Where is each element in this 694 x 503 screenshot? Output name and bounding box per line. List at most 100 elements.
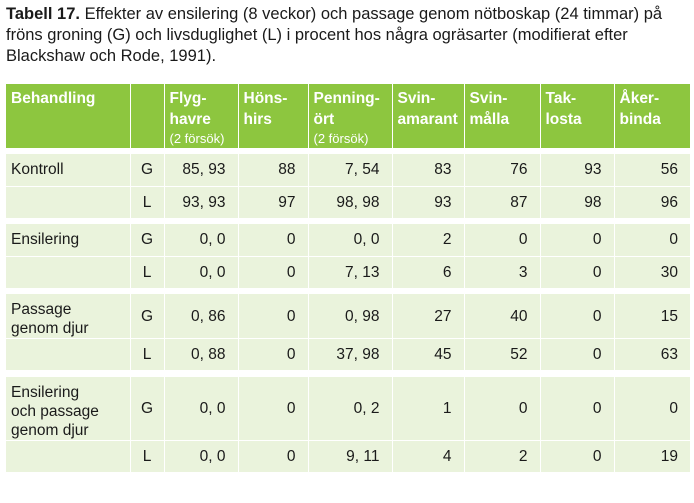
column-header: Svin- amarant: [391, 84, 464, 148]
value-cell: 9, 11: [307, 440, 392, 473]
value-cell: 56: [613, 154, 690, 187]
column-header: Tak- losta: [539, 84, 614, 148]
value-cell: 0: [237, 294, 308, 339]
value-cell: 1: [391, 376, 464, 441]
column-header-label: Behandling: [11, 90, 96, 107]
treatment-label: Passage genom djur: [11, 301, 89, 337]
treatment-cell: [6, 256, 130, 289]
value-cell: 0: [237, 376, 308, 441]
column-header-label: Svin- målla: [469, 90, 510, 128]
value-cell: 0, 86: [163, 294, 238, 339]
value-cell: 87: [463, 186, 540, 219]
value-cell: 0, 88: [163, 338, 238, 371]
value-cell: 76: [463, 154, 540, 187]
table-body: Kontroll G 85, 93 88 7, 54 83 76 93 56 L 93, 93 97 9…: [6, 148, 690, 473]
caption-text: Effekter av ensilering (8 veckor) och pa…: [6, 5, 663, 65]
value-cell: 98: [539, 186, 614, 219]
table-row: Passage genom djur G 0, 86 0 0, 98 27 40 0 15: [6, 294, 690, 339]
group-spacer: [6, 288, 690, 294]
value-cell: 27: [391, 294, 464, 339]
value-cell: 7, 54: [307, 154, 392, 187]
value-cell: 0: [237, 224, 308, 257]
value-cell: 63: [613, 338, 690, 371]
group-spacer: [6, 148, 690, 154]
measure-code: L: [129, 186, 164, 219]
column-header-label: Tak- losta: [545, 90, 582, 128]
treatment-cell: Ensilering och passage genom djur: [6, 376, 130, 441]
table-header: Behandling Flyg- havre (2 försök) Höns- hir…: [6, 84, 690, 148]
value-cell: 0, 2: [307, 376, 392, 441]
caption-label: Tabell 17.: [6, 5, 80, 23]
column-header-label: Svin- amarant: [397, 90, 458, 128]
measure-code: G: [129, 224, 164, 257]
value-cell: 93: [391, 186, 464, 219]
column-header: Svin- målla: [463, 84, 540, 148]
value-cell: 52: [463, 338, 540, 371]
value-cell: 0: [539, 338, 614, 371]
value-cell: 0, 0: [163, 224, 238, 257]
value-cell: 0: [539, 294, 614, 339]
value-cell: 93: [539, 154, 614, 187]
value-cell: 2: [463, 440, 540, 473]
value-cell: 98, 98: [307, 186, 392, 219]
measure-code: L: [129, 256, 164, 289]
treatment-label: Kontroll: [11, 161, 64, 178]
table-row: L 0, 88 0 37, 98 45 52 0 63: [6, 338, 690, 371]
column-header: Höns- hirs: [237, 84, 308, 148]
value-cell: 15: [613, 294, 690, 339]
column-header-label: Flyg- havre: [169, 90, 211, 128]
value-cell: 0, 0: [163, 376, 238, 441]
value-cell: 85, 93: [163, 154, 238, 187]
value-cell: 3: [463, 256, 540, 289]
value-cell: 83: [391, 154, 464, 187]
value-cell: 0: [613, 376, 690, 441]
table-caption: Tabell 17. Effekter av ensilering (8 vec…: [6, 4, 690, 67]
value-cell: 30: [613, 256, 690, 289]
measure-code: G: [129, 154, 164, 187]
column-header: Flyg- havre (2 försök): [163, 84, 238, 148]
table-row: L 0, 0 0 9, 11 4 2 0 19: [6, 440, 690, 473]
column-header: [129, 84, 164, 148]
value-cell: 88: [237, 154, 308, 187]
value-cell: 0, 0: [307, 224, 392, 257]
table-row: L 0, 0 0 7, 13 6 3 0 30: [6, 256, 690, 289]
value-cell: 0: [237, 440, 308, 473]
value-cell: 40: [463, 294, 540, 339]
treatment-label: Ensilering och passage genom djur: [11, 383, 99, 439]
treatment-cell: Ensilering: [6, 224, 130, 257]
measure-code: L: [129, 440, 164, 473]
data-table: Behandling Flyg- havre (2 försök) Höns- hir…: [6, 84, 690, 473]
value-cell: 0, 0: [163, 256, 238, 289]
value-cell: 0: [463, 224, 540, 257]
column-header-note: (2 försök): [169, 131, 225, 146]
column-header-label: Höns- hirs: [243, 90, 288, 128]
table-row: Kontroll G 85, 93 88 7, 54 83 76 93 56: [6, 154, 690, 187]
treatment-cell: Passage genom djur: [6, 294, 130, 339]
value-cell: 0, 98: [307, 294, 392, 339]
value-cell: 0: [539, 440, 614, 473]
table-row: L 93, 93 97 98, 98 93 87 98 96: [6, 186, 690, 219]
treatment-cell: [6, 440, 130, 473]
value-cell: 0: [463, 376, 540, 441]
value-cell: 0: [539, 224, 614, 257]
treatment-label: Ensilering: [11, 231, 80, 248]
treatment-cell: Kontroll: [6, 154, 130, 187]
value-cell: 97: [237, 186, 308, 219]
group-spacer: [6, 218, 690, 224]
column-header: Penning- ört (2 försök): [307, 84, 392, 148]
value-cell: 0: [613, 224, 690, 257]
treatment-cell: [6, 186, 130, 219]
column-header-label: Penning- ört: [313, 90, 380, 128]
column-header: Behandling: [6, 84, 130, 148]
column-header-label: Åker- binda: [619, 90, 661, 128]
value-cell: 93, 93: [163, 186, 238, 219]
value-cell: 96: [613, 186, 690, 219]
measure-code: L: [129, 338, 164, 371]
value-cell: 7, 13: [307, 256, 392, 289]
value-cell: 19: [613, 440, 690, 473]
column-header-note: (2 försök): [313, 131, 369, 146]
value-cell: 6: [391, 256, 464, 289]
value-cell: 2: [391, 224, 464, 257]
